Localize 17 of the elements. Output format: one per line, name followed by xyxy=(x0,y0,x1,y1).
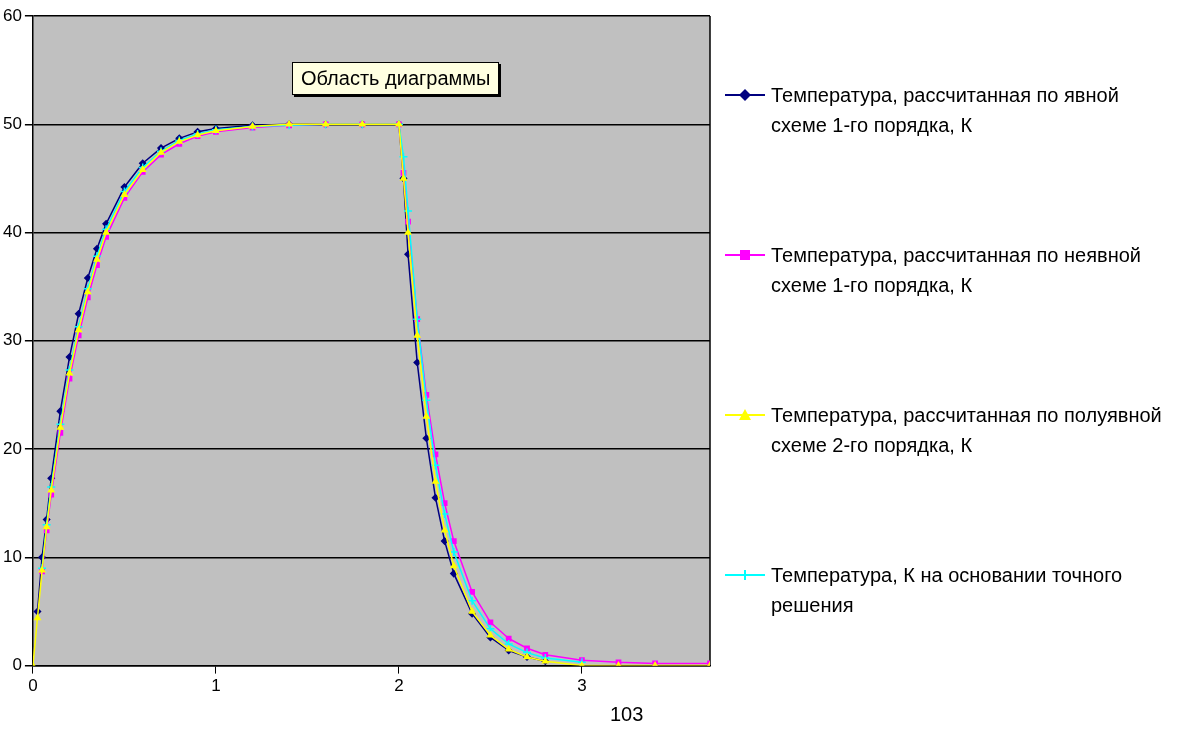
legend-label: Температура, рассчитанная по неявной схеме 1-го порядка, К xyxy=(771,243,1142,298)
text: 103 xyxy=(610,703,644,726)
x-tick-label: 2 xyxy=(394,676,404,696)
legend-label: Температура, рассчитанная по полуявной схеме 2-го порядка, К xyxy=(771,403,1163,458)
y-tick-label: 40 xyxy=(2,222,22,242)
y-tick-label: 60 xyxy=(2,5,22,25)
y-tick-label: 50 xyxy=(2,113,22,133)
x-tick-label: 1 xyxy=(211,676,221,696)
x-tick-label: 0 xyxy=(28,676,38,696)
y-tick-label: 10 xyxy=(2,547,22,567)
legend-label: Температура, К на основании точного решения xyxy=(771,563,1124,618)
annotation: Область диаграммы xyxy=(292,62,500,95)
y-tick-label: 30 xyxy=(2,330,22,350)
legend-label: Температура, рассчитанная по явной схеме 1-го порядка, К xyxy=(771,83,1120,138)
y-tick-label: 20 xyxy=(2,438,22,458)
y-tick-label: 0 xyxy=(12,655,22,675)
x-tick-label: 3 xyxy=(577,676,587,696)
